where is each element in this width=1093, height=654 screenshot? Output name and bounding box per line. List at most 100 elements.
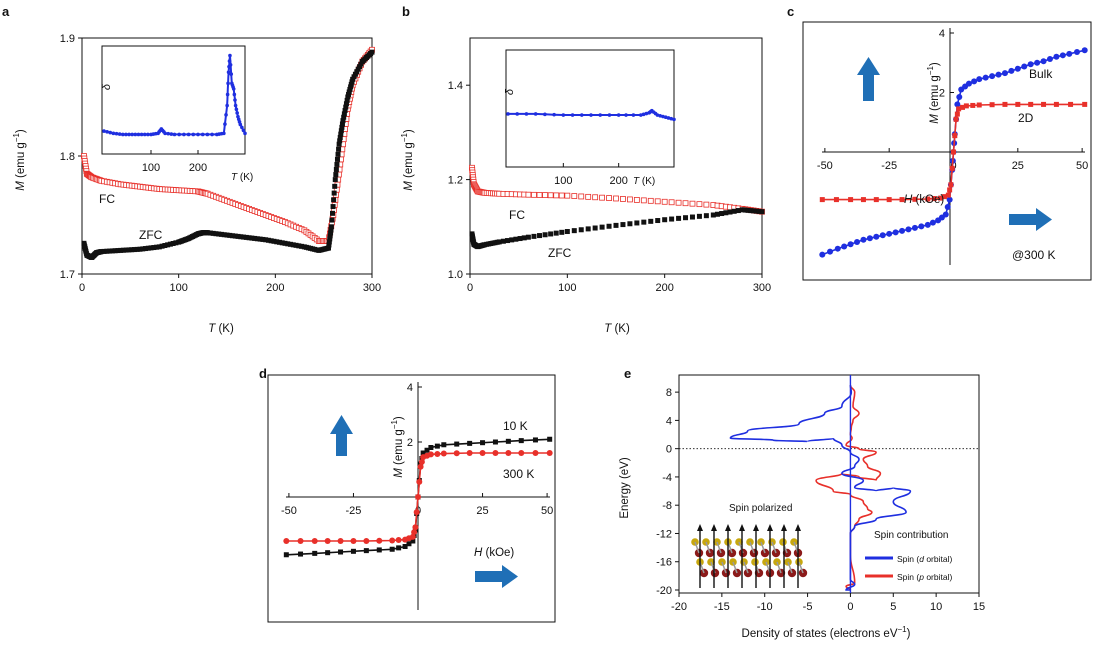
structure-label: Spin polarized bbox=[729, 503, 792, 514]
inset-y-label-a: δ bbox=[101, 83, 113, 90]
marker-bulk bbox=[944, 204, 951, 211]
marker-10k bbox=[420, 450, 426, 456]
x-tick-c-label: 25 bbox=[1012, 160, 1024, 172]
spin-arrow-head bbox=[795, 524, 801, 531]
marker-2d bbox=[848, 197, 854, 203]
marker-zfc-a bbox=[332, 183, 338, 189]
marker-zfc-a bbox=[98, 249, 104, 255]
marker-zfc-a bbox=[336, 141, 342, 147]
marker-bulk bbox=[942, 211, 949, 218]
marker-zfc-a bbox=[216, 231, 222, 237]
marker-zfc-b bbox=[613, 222, 619, 228]
marker-zfc-b bbox=[627, 221, 633, 227]
marker-2d bbox=[954, 111, 960, 117]
inset-marker-a bbox=[200, 132, 205, 137]
x-tick-b-label: 0 bbox=[467, 282, 473, 294]
x-ticks-a: 0 100 200 300 bbox=[79, 274, 381, 294]
y-axis-label-e: Energy (eV) bbox=[619, 457, 631, 519]
spin-arrow-head bbox=[739, 524, 745, 531]
inset-marker-b bbox=[644, 111, 649, 116]
marker-2d bbox=[925, 196, 931, 202]
marker-zfc-b bbox=[683, 215, 689, 221]
marker-zfc-a bbox=[285, 241, 291, 247]
marker-zfc-b bbox=[599, 224, 605, 230]
y-tick-e-label: -8 bbox=[662, 500, 672, 512]
marker-zfc-a bbox=[167, 241, 173, 247]
marker-bulk bbox=[1027, 61, 1034, 68]
x-tick-e-label: 5 bbox=[890, 601, 896, 613]
right-arrow-icon bbox=[1009, 208, 1052, 231]
marker-fc-b bbox=[564, 192, 571, 199]
marker-bulk bbox=[827, 248, 834, 255]
marker-fc-b bbox=[654, 198, 661, 205]
marker-bulk bbox=[1040, 58, 1047, 65]
marker-zfc-a bbox=[112, 248, 118, 254]
marker-bulk bbox=[819, 251, 826, 258]
marker-zfc-a bbox=[159, 243, 165, 249]
inset-marker-b bbox=[641, 112, 646, 117]
y-tick-c-label: 4 bbox=[939, 28, 945, 40]
marker-zfc-a bbox=[252, 235, 258, 241]
inset-marker-a bbox=[127, 132, 131, 137]
marker-2d bbox=[970, 102, 976, 108]
inset-series-a bbox=[102, 53, 247, 137]
marker-fc-b bbox=[675, 199, 682, 206]
x-tick-e-label: -10 bbox=[757, 601, 773, 613]
series-e bbox=[679, 375, 979, 593]
marker-10k bbox=[350, 548, 356, 554]
marker-zfc-a bbox=[282, 240, 288, 246]
marker-zfc-a bbox=[354, 69, 360, 75]
marker-zfc-a bbox=[330, 210, 336, 216]
marker-bulk bbox=[886, 230, 893, 237]
series-label-zfc-a: ZFC bbox=[139, 228, 163, 242]
marker-zfc-a bbox=[230, 233, 236, 239]
series-a bbox=[81, 46, 375, 260]
series-label-fc-a: FC bbox=[99, 192, 115, 206]
inset-marker-a bbox=[102, 129, 106, 133]
marker-bulk bbox=[834, 245, 841, 252]
inset-marker-a bbox=[177, 132, 181, 137]
inset-marker-a bbox=[233, 103, 238, 108]
inset-marker-b bbox=[570, 113, 575, 117]
marker-zfc-b bbox=[759, 209, 765, 215]
marker-300k bbox=[505, 450, 512, 456]
panel-letter-d: d bbox=[259, 366, 267, 381]
marker-zfc-a bbox=[213, 231, 219, 237]
marker-10k bbox=[389, 546, 395, 552]
plot-frame-d bbox=[267, 374, 556, 623]
marker-10k bbox=[505, 438, 511, 444]
x-tick-a-label: 0 bbox=[79, 282, 85, 294]
bond bbox=[705, 541, 711, 554]
marker-bulk bbox=[847, 241, 854, 248]
marker-zfc-a bbox=[327, 233, 333, 239]
marker-zfc-b bbox=[513, 236, 519, 242]
marker-zfc-a bbox=[165, 242, 171, 248]
marker-300k bbox=[311, 538, 318, 544]
marker-zfc-a bbox=[170, 240, 176, 246]
inset-marker-a bbox=[238, 122, 243, 127]
marker-2d bbox=[886, 197, 892, 203]
marker-10k bbox=[428, 445, 434, 450]
x-axis-label-b: T (K) bbox=[604, 323, 630, 335]
marker-zfc-a bbox=[333, 166, 339, 172]
x-tick-b-label: 100 bbox=[558, 282, 576, 294]
marker-zfc-b bbox=[719, 211, 725, 217]
marker-zfc-b bbox=[500, 238, 506, 244]
marker-10k bbox=[283, 552, 289, 558]
marker-zfc-a bbox=[343, 101, 349, 107]
marker-300k bbox=[479, 450, 486, 456]
marker-300k bbox=[411, 529, 418, 536]
panel-letter-a: a bbox=[2, 4, 10, 19]
marker-300k bbox=[337, 538, 344, 544]
marker-zfc-b bbox=[548, 231, 554, 237]
marker-zfc-a bbox=[339, 124, 345, 130]
x-tick-d-label: 50 bbox=[541, 505, 553, 517]
y-tick-a-label: 1.7 bbox=[60, 269, 75, 281]
marker-zfc-a bbox=[336, 146, 342, 152]
marker-300k bbox=[546, 450, 553, 456]
panel-d: d -50-250255024 H (kOe) M (emu g−1) 10 K… bbox=[259, 366, 556, 623]
marker-2d bbox=[819, 197, 825, 203]
x-axis-label-e: Density of states (electrons eV−1) bbox=[742, 625, 911, 640]
marker-300k bbox=[492, 450, 499, 456]
inset-marker-a bbox=[121, 132, 125, 137]
